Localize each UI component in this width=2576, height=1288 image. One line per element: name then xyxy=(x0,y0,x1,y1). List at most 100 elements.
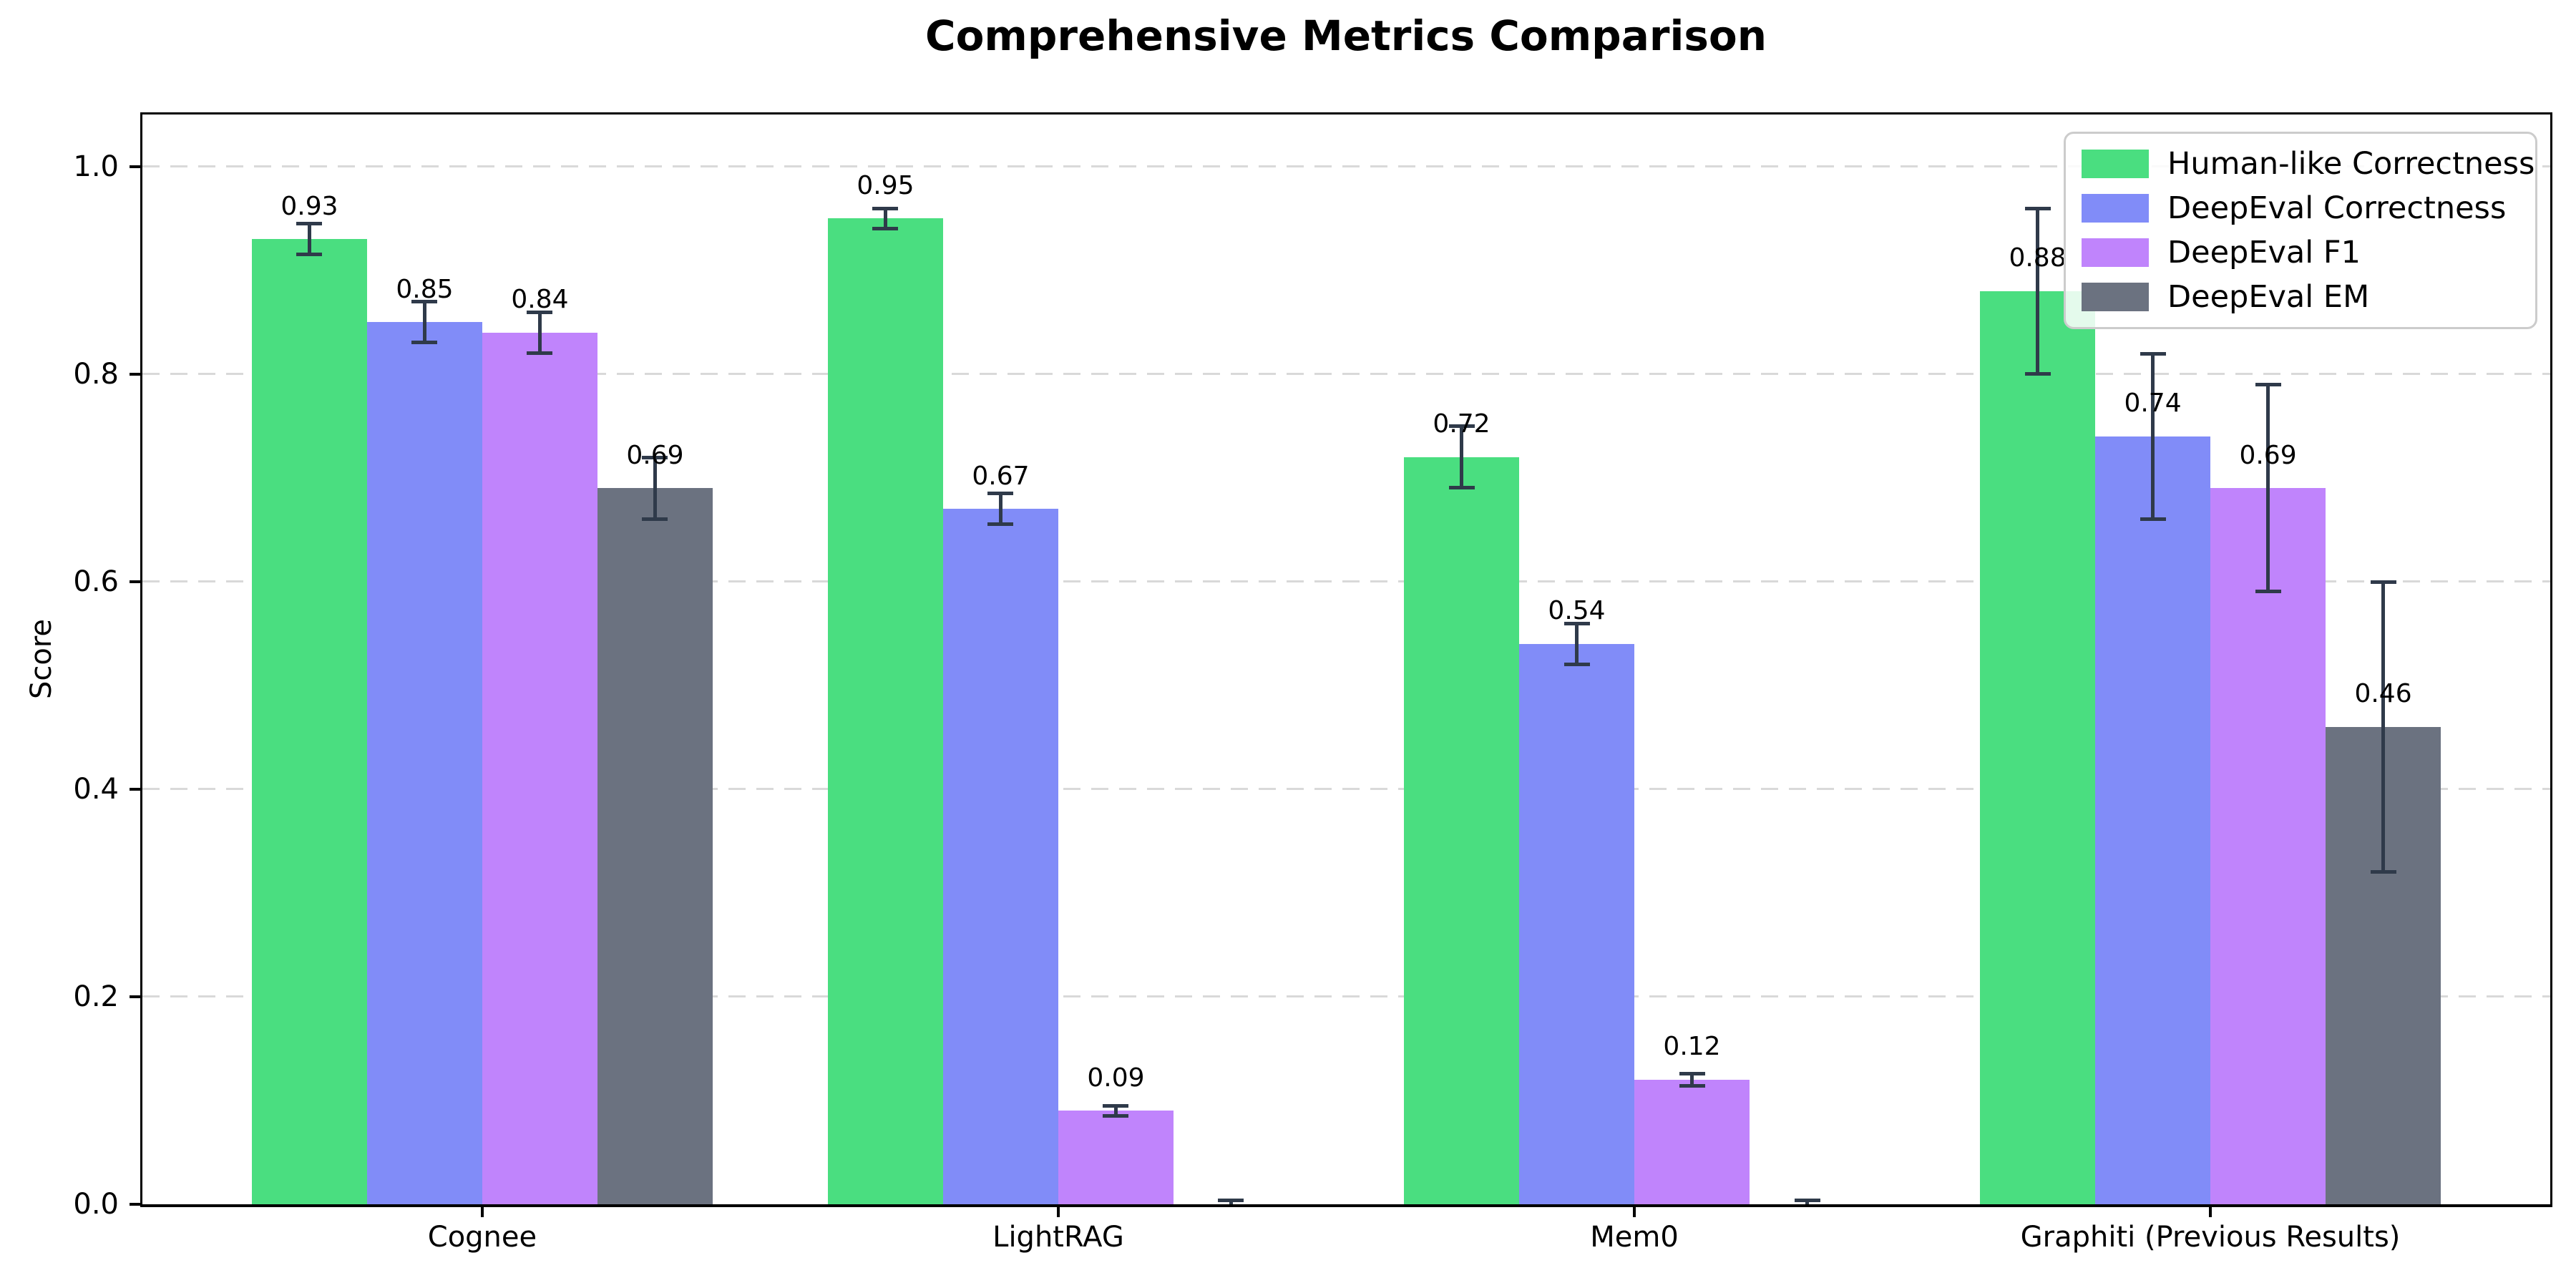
bar-mem0-s2 xyxy=(1634,1079,1750,1204)
x-tick-label-lightrag: LightRAG xyxy=(992,1221,1124,1254)
error-bar-line xyxy=(2151,353,2155,519)
error-bar-cap-top xyxy=(1218,1199,1244,1203)
gridline-y-0.8 xyxy=(142,373,2550,376)
error-bar-cap-top xyxy=(527,310,553,314)
error-bar-cap-top xyxy=(1563,621,1590,625)
y-tick-mark xyxy=(130,1203,142,1206)
chart-title: Comprehensive Metrics Comparison xyxy=(925,11,1767,60)
bar-mem0-s0 xyxy=(1404,457,1519,1204)
y-axis-label: Score xyxy=(25,618,58,700)
legend-swatch xyxy=(2082,194,2149,223)
bar-value-label: 0.85 xyxy=(396,274,454,304)
error-bar-cap-bottom xyxy=(296,252,323,256)
error-bar-line xyxy=(883,208,887,229)
error-bar-cap-bottom xyxy=(1103,1113,1129,1118)
error-bar-cap-bottom xyxy=(2370,869,2396,874)
bar-value-label: 0.12 xyxy=(1663,1032,1721,1062)
legend-label: DeepEval Correctness xyxy=(2167,190,2507,226)
x-tick-mark xyxy=(480,1205,484,1217)
x-tick-label-cognee: Cognee xyxy=(427,1221,537,1254)
bar-value-label: 0.67 xyxy=(972,461,1030,491)
error-bar-cap-bottom xyxy=(872,226,899,230)
error-bar-cap-bottom xyxy=(411,341,438,345)
error-bar-line xyxy=(1460,426,1463,489)
bar-value-label: 0.95 xyxy=(857,170,914,200)
y-tick-mark xyxy=(130,580,142,583)
y-tick-mark xyxy=(130,165,142,168)
y-tick-label: 0.4 xyxy=(73,772,119,806)
bar-value-label: 0.74 xyxy=(2124,389,2182,419)
bar-cognee-s3 xyxy=(597,488,713,1204)
bar-value-label: 0.93 xyxy=(280,191,338,221)
bar-value-label: 0.88 xyxy=(2009,243,2067,273)
error-bar-line xyxy=(307,223,311,255)
legend-item-1: DeepEval Correctness xyxy=(2082,190,2519,227)
error-bar-cap-top xyxy=(1103,1104,1129,1108)
bar-graphiti-previous-results--s1 xyxy=(2095,436,2211,1204)
bar-value-label: 0.72 xyxy=(1433,409,1491,439)
y-tick-mark xyxy=(130,995,142,998)
error-bar-line xyxy=(2036,208,2040,374)
bar-lightrag-s1 xyxy=(942,509,1058,1204)
error-bar-cap-top xyxy=(872,206,899,210)
error-bar-line xyxy=(653,457,657,519)
y-tick-label: 0.0 xyxy=(73,1188,119,1221)
error-bar-cap-top xyxy=(2024,206,2051,210)
error-bar-line xyxy=(2381,581,2386,872)
error-bar-cap-top xyxy=(642,455,668,459)
error-bar-line xyxy=(1113,1106,1118,1116)
bar-cognee-s0 xyxy=(251,239,367,1204)
bar-cognee-s1 xyxy=(366,322,482,1204)
x-tick-mark xyxy=(1056,1205,1060,1217)
legend-item-2: DeepEval F1 xyxy=(2082,234,2519,271)
gridline-y-0.6 xyxy=(142,580,2550,583)
error-bar-cap-top xyxy=(411,300,438,304)
gridline-y-0.2 xyxy=(142,995,2550,998)
y-tick-label: 0.6 xyxy=(73,565,119,598)
gridline-y-0.4 xyxy=(142,788,2550,791)
legend-swatch xyxy=(2082,150,2149,178)
bar-cognee-s2 xyxy=(482,332,597,1204)
legend-label: DeepEval F1 xyxy=(2167,235,2361,270)
error-bar-cap-top xyxy=(1679,1072,1705,1076)
bar-mem0-s1 xyxy=(1519,643,1634,1204)
error-bar-cap-bottom xyxy=(2140,517,2166,521)
error-bar-line xyxy=(2266,384,2270,592)
y-tick-label: 1.0 xyxy=(73,150,119,183)
x-tick-mark xyxy=(2209,1205,2212,1217)
y-tick-mark xyxy=(130,372,142,376)
legend: Human-like Correctness DeepEval Correctne… xyxy=(2064,132,2537,329)
error-bar-cap-bottom xyxy=(527,351,553,355)
bar-value-label: 0.54 xyxy=(1548,596,1606,626)
error-bar-cap-top xyxy=(1448,424,1475,429)
bar-value-label: 0.46 xyxy=(2354,679,2412,709)
bar-value-label: 0.69 xyxy=(626,440,684,470)
x-tick-label-mem0: Mem0 xyxy=(1590,1221,1679,1254)
y-tick-label: 0.8 xyxy=(73,357,119,391)
bar-value-label: 0.69 xyxy=(2239,440,2297,470)
legend-label: DeepEval EM xyxy=(2167,279,2370,315)
legend-swatch xyxy=(2082,238,2149,267)
bar-lightrag-s0 xyxy=(827,218,943,1204)
error-bar-cap-bottom xyxy=(1679,1083,1705,1088)
legend-item-3: DeepEval EM xyxy=(2082,278,2519,316)
error-bar-line xyxy=(998,493,1002,525)
error-bar-cap-top xyxy=(987,492,1014,496)
error-bar-cap-bottom xyxy=(1448,486,1475,490)
error-bar-cap-bottom xyxy=(2024,371,2051,376)
error-bar-cap-bottom xyxy=(642,517,668,521)
error-bar-cap-top xyxy=(2140,351,2166,356)
error-bar-cap-bottom xyxy=(2255,590,2281,594)
bar-value-label: 0.84 xyxy=(511,285,569,315)
error-bar-line xyxy=(537,311,542,353)
error-bar-cap-top xyxy=(1794,1199,1820,1203)
x-tick-label-graphiti-previous-results-: Graphiti (Previous Results) xyxy=(2020,1221,2401,1254)
error-bar-line xyxy=(1690,1073,1694,1086)
bar-graphiti-previous-results--s0 xyxy=(1980,291,2096,1204)
error-bar-cap-bottom xyxy=(987,522,1014,526)
error-bar-cap-top xyxy=(296,222,323,226)
bar-value-label: 0.09 xyxy=(1087,1063,1145,1093)
error-bar-cap-bottom xyxy=(1563,662,1590,666)
legend-item-0: Human-like Correctness xyxy=(2082,145,2534,182)
legend-label: Human-like Correctness xyxy=(2167,146,2535,182)
